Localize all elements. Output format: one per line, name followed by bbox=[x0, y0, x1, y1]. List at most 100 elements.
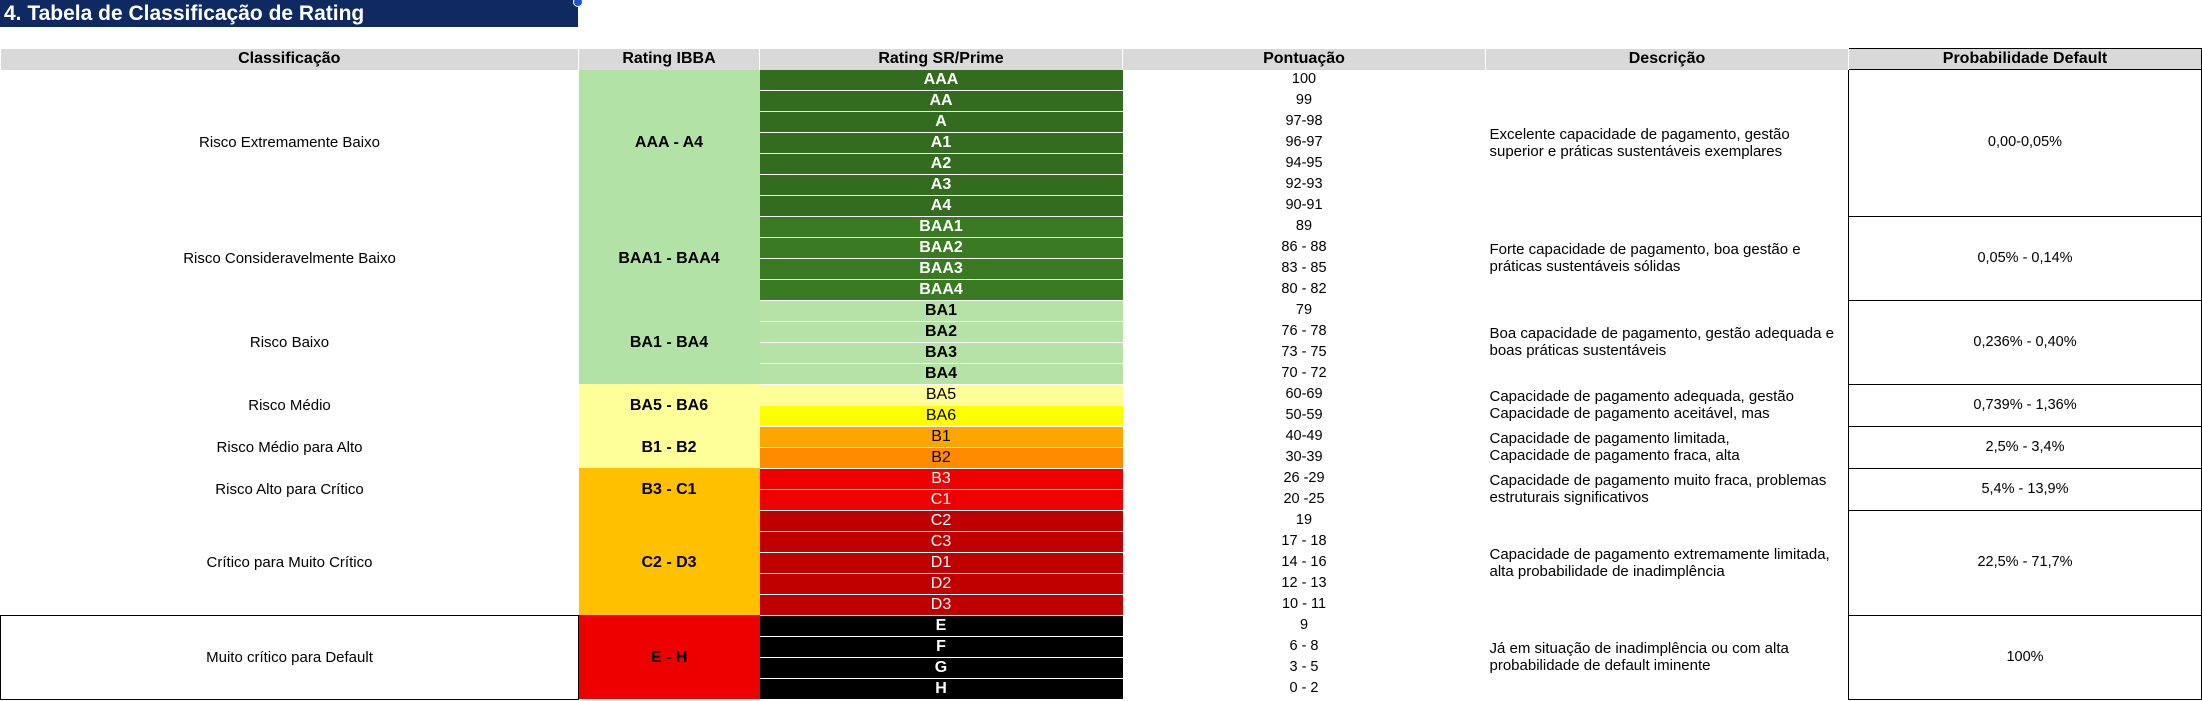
cell-rating-sr[interactable]: A3 bbox=[759, 174, 1123, 196]
cell-pontuacao[interactable]: 86 - 88 bbox=[1281, 239, 1327, 255]
cell-probabilidade[interactable]: 0,739% - 1,36% bbox=[1848, 383, 2202, 427]
cell-pontuacao[interactable]: 12 - 13 bbox=[1281, 575, 1327, 591]
cell-rating-sr[interactable]: A2 bbox=[759, 153, 1123, 175]
cell-classificacao[interactable]: Risco Extremamente Baixo bbox=[199, 134, 380, 152]
cell-pontuacao[interactable]: 19 bbox=[1295, 512, 1313, 528]
cell-rating-sr[interactable]: BA6 bbox=[759, 405, 1123, 427]
cell-descricao[interactable]: Boa capacidade de pagamento, gestão adeq… bbox=[1489, 325, 1834, 359]
cell-rating-ibba[interactable]: BAA1 - BAA4 bbox=[578, 216, 760, 300]
cell-pontuacao[interactable]: 97-98 bbox=[1285, 113, 1323, 129]
cell-pontuacao[interactable]: 60-69 bbox=[1285, 386, 1323, 402]
cell-pontuacao[interactable]: 17 - 18 bbox=[1281, 533, 1327, 549]
cell-probabilidade[interactable]: 0,05% - 0,14% bbox=[1848, 215, 2202, 301]
cell-pontuacao[interactable]: 89 bbox=[1295, 218, 1313, 234]
cell-probabilidade[interactable]: 0,00-0,05% bbox=[1848, 69, 2202, 217]
selection-handle[interactable] bbox=[573, 0, 583, 7]
cell-rating-sr[interactable]: BAA1 bbox=[759, 216, 1123, 238]
header-probabilidade[interactable]: Probabilidade Default bbox=[1848, 48, 2202, 70]
cell-descricao[interactable]: Capacidade de pagamento muito fraca, pro… bbox=[1489, 472, 1827, 506]
cell-pontuacao[interactable]: 83 - 85 bbox=[1281, 260, 1327, 276]
cell-pontuacao[interactable]: 94-95 bbox=[1285, 155, 1323, 171]
cell-pontuacao[interactable]: 10 - 11 bbox=[1281, 596, 1327, 612]
header-classificacao[interactable]: Classificação bbox=[0, 48, 579, 70]
cell-classificacao[interactable]: Crítico para Muito Crítico bbox=[206, 553, 373, 571]
cell-rating-sr[interactable]: D1 bbox=[759, 552, 1123, 574]
cell-pontuacao[interactable]: 20 -25 bbox=[1283, 491, 1325, 507]
cell-descricao[interactable]: Capacidade de pagamento limitada, Capaci… bbox=[1489, 430, 1740, 464]
cell-pontuacao[interactable]: 40-49 bbox=[1285, 428, 1323, 444]
cell-pontuacao[interactable]: 9 bbox=[1299, 617, 1309, 633]
cell-classificacao[interactable]: Risco Médio bbox=[248, 396, 331, 414]
cell-rating-sr[interactable]: A4 bbox=[759, 195, 1123, 217]
cell-rating-ibba[interactable]: BA1 - BA4 bbox=[578, 300, 760, 384]
cell-rating-sr[interactable]: C3 bbox=[759, 531, 1123, 553]
cell-rating-ibba[interactable]: BA5 - BA6 bbox=[578, 384, 760, 426]
cell-rating-sr[interactable]: BAA3 bbox=[759, 258, 1123, 280]
cell-classificacao[interactable]: Risco Alto para Crítico bbox=[215, 480, 364, 498]
cell-rating-ibba[interactable]: C2 - D3 bbox=[578, 510, 760, 615]
cell-rating-sr[interactable]: H bbox=[759, 678, 1123, 700]
cell-classificacao[interactable]: Risco Médio para Alto bbox=[216, 438, 363, 456]
sheet-title[interactable]: 4. Tabela de Classificação de Rating bbox=[0, 0, 578, 27]
cell-pontuacao[interactable]: 0 - 2 bbox=[1289, 680, 1319, 696]
cell-pontuacao[interactable]: 79 bbox=[1295, 302, 1313, 318]
cell-classificacao[interactable]: Risco Baixo bbox=[249, 333, 330, 351]
cell-rating-sr[interactable]: A1 bbox=[759, 132, 1123, 154]
cell-pontuacao[interactable]: 14 - 16 bbox=[1281, 554, 1327, 570]
cell-pontuacao[interactable]: 73 - 75 bbox=[1281, 344, 1327, 360]
cell-rating-sr[interactable]: C2 bbox=[759, 510, 1123, 532]
cell-pontuacao[interactable]: 26 -29 bbox=[1283, 470, 1325, 486]
cell-rating-sr[interactable]: BA4 bbox=[759, 363, 1123, 385]
cell-rating-sr[interactable]: G bbox=[759, 657, 1123, 679]
cell-rating-sr[interactable]: C1 bbox=[759, 489, 1123, 511]
cell-rating-sr[interactable]: AA bbox=[759, 90, 1123, 112]
cell-rating-sr[interactable]: B2 bbox=[759, 447, 1123, 469]
cell-probabilidade[interactable]: 5,4% - 13,9% bbox=[1848, 467, 2202, 511]
cell-probabilidade[interactable]: 100% bbox=[1848, 614, 2202, 700]
cell-rating-sr[interactable]: B3 bbox=[759, 468, 1123, 490]
cell-descricao[interactable]: Capacidade de pagamento adequada, gestão… bbox=[1489, 388, 1794, 422]
cell-rating-ibba[interactable]: B3 - C1 bbox=[578, 468, 760, 510]
cell-descricao[interactable]: Capacidade de pagamento extremamente lim… bbox=[1489, 545, 1830, 580]
cell-pontuacao[interactable]: 100 bbox=[1291, 71, 1317, 88]
cell-rating-sr[interactable]: BAA2 bbox=[759, 237, 1123, 259]
cell-descricao[interactable]: Já em situação de inadimplência ou com a… bbox=[1489, 640, 1789, 674]
cell-pontuacao[interactable]: 50-59 bbox=[1285, 407, 1323, 423]
header-descricao[interactable]: Descrição bbox=[1485, 48, 1849, 70]
cell-descricao[interactable]: Excelente capacidade de pagamento, gestã… bbox=[1489, 125, 1790, 160]
header-rating-ibba[interactable]: Rating IBBA bbox=[578, 48, 760, 70]
cell-rating-sr[interactable]: AAA bbox=[759, 69, 1123, 91]
cell-rating-sr[interactable]: BA3 bbox=[759, 342, 1123, 364]
cell-pontuacao[interactable]: 76 - 78 bbox=[1281, 323, 1327, 339]
cell-classificacao[interactable]: Muito crítico para Default bbox=[0, 614, 579, 700]
cell-rating-ibba[interactable]: AAA - A4 bbox=[578, 69, 760, 216]
cell-pontuacao[interactable]: 96-97 bbox=[1285, 134, 1323, 150]
cell-rating-ibba[interactable]: B1 - B2 bbox=[578, 426, 760, 468]
cell-classificacao[interactable]: Risco Consideravelmente Baixo bbox=[183, 249, 396, 267]
cell-pontuacao[interactable]: 70 - 72 bbox=[1281, 365, 1327, 381]
cell-pontuacao[interactable]: 99 bbox=[1295, 92, 1313, 108]
cell-rating-sr[interactable]: A bbox=[759, 111, 1123, 133]
cell-rating-sr[interactable]: BAA4 bbox=[759, 279, 1123, 301]
cell-probabilidade[interactable]: 2,5% - 3,4% bbox=[1848, 425, 2202, 469]
cell-rating-sr[interactable]: E bbox=[759, 615, 1123, 637]
cell-pontuacao[interactable]: 90-91 bbox=[1285, 197, 1323, 213]
cell-pontuacao[interactable]: 3 - 5 bbox=[1289, 659, 1319, 675]
header-rating-sr[interactable]: Rating SR/Prime bbox=[759, 48, 1123, 70]
cell-probabilidade[interactable]: 0,236% - 0,40% bbox=[1848, 299, 2202, 385]
cell-rating-sr[interactable]: BA5 bbox=[759, 384, 1123, 406]
cell-descricao[interactable]: Forte capacidade de pagamento, boa gestã… bbox=[1489, 241, 1801, 275]
cell-rating-sr[interactable]: B1 bbox=[759, 426, 1123, 448]
cell-pontuacao[interactable]: 80 - 82 bbox=[1281, 281, 1327, 297]
cell-pontuacao[interactable]: 30-39 bbox=[1285, 449, 1323, 465]
cell-rating-sr[interactable]: D2 bbox=[759, 573, 1123, 595]
cell-rating-sr[interactable]: F bbox=[759, 636, 1123, 658]
cell-pontuacao[interactable]: 92-93 bbox=[1285, 176, 1323, 192]
cell-probabilidade[interactable]: 22,5% - 71,7% bbox=[1848, 509, 2202, 616]
cell-rating-sr[interactable]: BA1 bbox=[759, 300, 1123, 322]
cell-rating-ibba[interactable]: E - H bbox=[578, 615, 760, 699]
cell-rating-sr[interactable]: D3 bbox=[759, 594, 1123, 616]
cell-rating-sr[interactable]: BA2 bbox=[759, 321, 1123, 343]
cell-pontuacao[interactable]: 6 - 8 bbox=[1289, 638, 1319, 654]
header-pontuacao[interactable]: Pontuação bbox=[1122, 48, 1486, 70]
